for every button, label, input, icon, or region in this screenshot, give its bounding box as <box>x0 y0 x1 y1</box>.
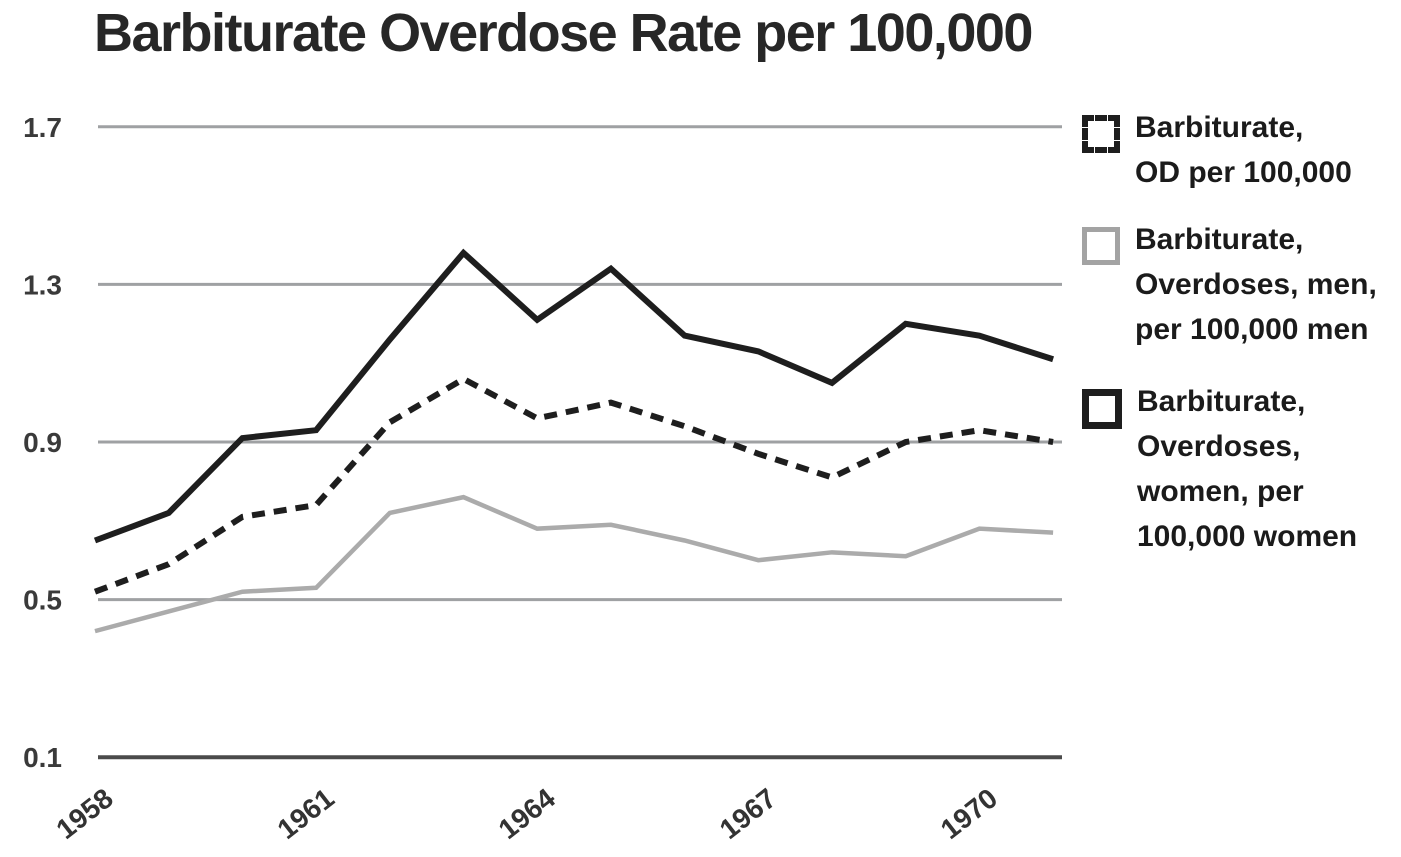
chart-title: Barbiturate Overdose Rate per 100,000 <box>94 3 1033 63</box>
x-axis-label: 1958 <box>51 782 119 845</box>
series-line-solid <box>94 494 1054 634</box>
x-axis-label: 1970 <box>935 782 1003 845</box>
y-axis-label: 0.1 <box>23 742 62 773</box>
y-axis-label: 0.5 <box>23 585 62 616</box>
legend-item: Barbiturate, Overdoses, men, per 100,000… <box>1082 223 1392 352</box>
legend-item-label: Barbiturate, Overdoses, men, per 100,000… <box>1135 223 1377 346</box>
legend-item: Barbiturate, OD per 100,000 <box>1082 111 1392 195</box>
legend-black-swatch-icon <box>1082 389 1122 429</box>
x-axis-label: 1967 <box>714 782 782 845</box>
series-line-dashed <box>93 375 1054 595</box>
legend-item-label: Barbiturate, OD per 100,000 <box>1135 111 1352 189</box>
x-axis-label: 1964 <box>493 782 562 845</box>
y-axis-label: 1.3 <box>23 269 62 300</box>
legend-gray-swatch-icon <box>1082 227 1120 265</box>
legend-item: Barbiturate, Overdoses, women, per 100,0… <box>1082 385 1392 559</box>
series-line-solid-thick <box>93 248 1055 544</box>
legend-dashed-swatch-icon <box>1082 115 1120 153</box>
y-axis-label: 0.9 <box>23 427 62 458</box>
legend-item-label: Barbiturate, Overdoses, women, per 100,0… <box>1137 385 1358 553</box>
x-axis-label: 1961 <box>272 782 340 845</box>
y-axis-label: 1.7 <box>23 112 62 143</box>
